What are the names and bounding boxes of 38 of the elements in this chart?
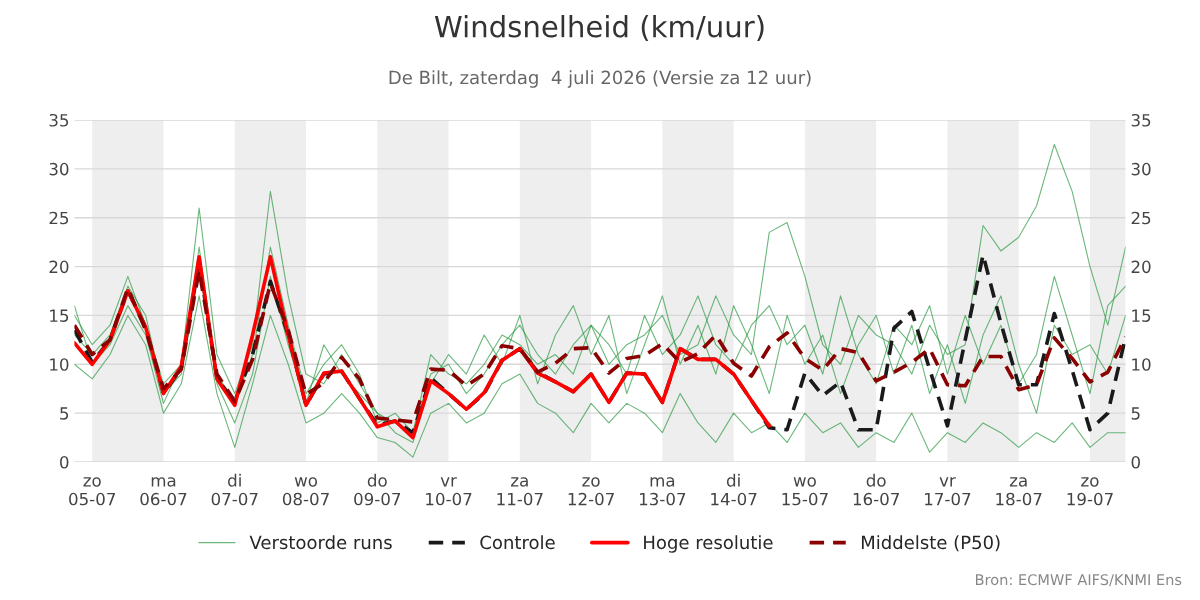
x-tick-label: wo 08-07 <box>282 477 329 506</box>
legend-label: Controle <box>480 535 555 550</box>
y2-tick-label: 25 <box>1131 211 1151 225</box>
y2-tick-label: 15 <box>1132 309 1151 322</box>
x-tick-label: za 11-07 <box>497 477 543 506</box>
x-tick-label: za 18-07 <box>996 477 1042 506</box>
x-tick-label: zo 12-07 <box>568 477 614 506</box>
y2-tick-label: 35 <box>1131 113 1151 127</box>
y2-tick-label: 10 <box>1132 358 1151 371</box>
x-tick-label: do 09-07 <box>354 473 401 506</box>
y-tick-label: 0 <box>60 455 69 469</box>
chart-subtitle: De Bilt, zaterdag 4 juli 2026 (Versie za 12 uur) <box>389 70 811 88</box>
y-tick-label: 30 <box>49 162 69 176</box>
chart-title: Windsnelheid (km/uur) <box>434 15 764 42</box>
x-tick-label: di 07-07 <box>211 473 258 506</box>
legend-label: Middelste (P50) <box>861 535 1000 552</box>
y-tick-label: 35 <box>49 113 69 127</box>
x-tick-label: vr 10-07 <box>426 477 472 506</box>
y-tick-label: 15 <box>50 309 69 322</box>
y2-tick-label: 20 <box>1131 260 1151 274</box>
x-tick-label: zo 19-07 <box>1067 477 1113 506</box>
x-tick-label: ma 13-07 <box>639 477 686 506</box>
x-tick-label: wo 15-07 <box>782 477 828 506</box>
x-tick-label: di 14-07 <box>711 473 757 506</box>
y-tick-label: 20 <box>49 260 69 274</box>
legend-label: Verstoorde runs <box>249 535 392 550</box>
x-tick-label: do 16-07 <box>853 473 899 506</box>
text: Bron: ECMWF AIFS/KNMI Ens <box>975 574 1182 587</box>
y2-tick-label: 0 <box>1131 455 1140 469</box>
y-tick-label: 5 <box>60 407 69 420</box>
x-tick-label: vr 17-07 <box>925 477 971 506</box>
y2-tick-label: 5 <box>1131 407 1140 420</box>
x-tick-label: ma 06-07 <box>140 477 187 506</box>
y-tick-label: 25 <box>49 211 69 225</box>
legend-label: Hoge resolutie <box>644 535 773 553</box>
x-tick-label: zo 05-07 <box>69 477 116 506</box>
y2-tick-label: 30 <box>1131 162 1151 176</box>
y-tick-label: 10 <box>50 358 69 371</box>
